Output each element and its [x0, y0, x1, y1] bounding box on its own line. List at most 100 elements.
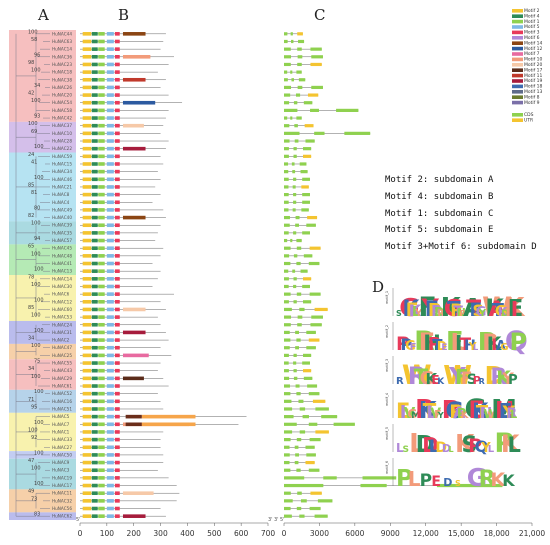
bootstrap-label: 73 — [31, 496, 37, 502]
motif-box — [106, 146, 114, 151]
motif-box — [91, 453, 98, 457]
motif-box — [106, 460, 114, 465]
exon-box — [336, 108, 359, 112]
logo-letter: Y — [448, 364, 466, 390]
motif-box — [114, 192, 120, 197]
motif-box — [82, 353, 92, 358]
logo-letter: F — [434, 408, 442, 421]
motif-box — [114, 368, 120, 373]
motif-box — [106, 32, 114, 36]
logo-letter: E — [431, 373, 439, 387]
bootstrap-label: 100 — [34, 175, 44, 181]
legend-label: Motif 14 — [524, 40, 543, 46]
legend-swatch — [512, 52, 523, 56]
motif-box — [106, 315, 114, 319]
exon-box — [284, 62, 291, 67]
exon-box — [284, 376, 290, 380]
exon-box — [284, 85, 292, 90]
bootstrap-label: 58 — [31, 37, 37, 43]
motif-box — [114, 231, 120, 235]
motif-box — [91, 437, 98, 442]
motif-box — [106, 292, 114, 296]
motif-box — [106, 116, 114, 120]
legend-label: Motif 5 — [524, 24, 540, 30]
bootstrap-label: 83 — [34, 512, 40, 518]
exon-box — [284, 330, 290, 335]
logo-letter: F — [410, 342, 417, 353]
motif-box — [114, 208, 120, 212]
gene-label: HuNAC8 — [52, 192, 70, 197]
motif-box — [122, 32, 146, 36]
motif-box — [91, 47, 98, 51]
logo-letter: R — [479, 467, 496, 492]
legend-label: Motif 20 — [524, 62, 543, 68]
exon-box — [294, 445, 299, 449]
bootstrap-label: 95 — [31, 404, 37, 410]
panel-letter-a: A — [37, 6, 49, 24]
motif-box — [98, 460, 105, 465]
exon-box — [293, 193, 297, 197]
bootstrap-label: 100 — [28, 121, 38, 127]
motif-box — [82, 146, 92, 151]
gene-label: HuNAC44 — [52, 31, 72, 36]
exon-box — [362, 476, 397, 480]
logo-label: motif_2 — [385, 325, 389, 338]
exon-box — [284, 392, 291, 396]
exon-box — [290, 70, 293, 74]
gene-label: HuNAC27 — [52, 445, 72, 450]
gene-label: HuNAC36 — [52, 54, 72, 59]
motif-box — [141, 422, 196, 427]
legend-label: Motif 7 — [524, 51, 540, 57]
logo-letter: E — [468, 396, 484, 424]
legend-label: Motif 17 — [524, 67, 543, 73]
exon-box — [292, 269, 296, 273]
exon-box — [293, 154, 297, 158]
motif-box — [91, 368, 98, 373]
motif-box — [91, 476, 98, 480]
motif-box — [98, 154, 105, 159]
gene-label: HuNAC14 — [52, 47, 72, 52]
legend-swatch — [512, 41, 523, 45]
motif-box — [98, 430, 105, 434]
logo-letter: L — [429, 437, 440, 457]
motif-box — [82, 62, 92, 67]
bootstrap-label: 93 — [34, 114, 40, 120]
gene-label: HuNAC51 — [52, 406, 72, 411]
gene-label: HuNAC63 — [52, 39, 72, 44]
logo-letter: K — [426, 370, 439, 388]
exon-box — [301, 185, 309, 189]
motif-box — [91, 85, 98, 90]
motif-box — [91, 70, 98, 74]
motif-box — [98, 77, 105, 82]
logo-letter: R — [442, 395, 461, 424]
bootstrap-label: 82 — [28, 213, 34, 219]
motif-box — [98, 231, 105, 235]
motif-box — [106, 231, 114, 235]
exon-box — [290, 116, 293, 120]
bootstrap-label: 41 — [31, 159, 37, 165]
gene-label: HuNAC57 — [52, 238, 72, 243]
bootstrap-label: 94 — [34, 236, 40, 242]
motif-box — [98, 32, 105, 36]
exon-box — [302, 284, 310, 289]
motif-box — [98, 307, 105, 312]
axis-b-tick-label: 400 — [180, 529, 195, 538]
bootstrap-label: 100 — [31, 374, 41, 380]
logo-letter: K — [461, 410, 470, 421]
legend-label: Motif 3 — [524, 30, 540, 36]
structure-legend-swatch — [512, 113, 523, 117]
exon-box — [284, 223, 290, 227]
exon-box — [307, 93, 319, 97]
exon-box — [303, 101, 313, 105]
motif-box — [82, 162, 92, 166]
exon-box — [306, 330, 316, 335]
legend-swatch — [512, 25, 523, 29]
logo-letter: W — [402, 360, 432, 391]
motif-box — [114, 391, 120, 396]
motif-box — [82, 514, 92, 518]
exon-box — [298, 399, 304, 403]
logo-letter: N — [457, 306, 466, 319]
exon-box — [296, 438, 302, 442]
motif-box — [122, 146, 146, 151]
motif-box — [98, 208, 105, 212]
